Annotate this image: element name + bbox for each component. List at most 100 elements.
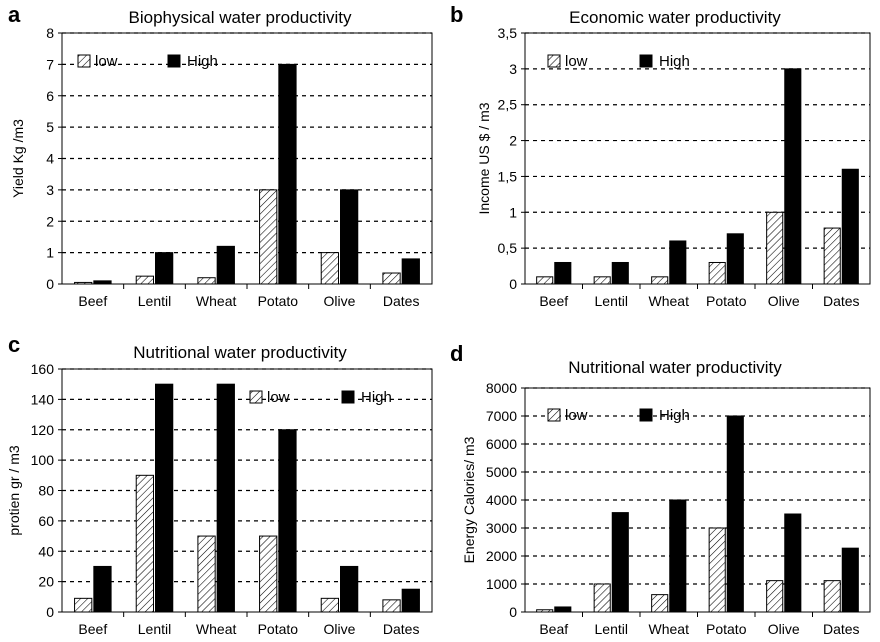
y-tick-label: 60	[38, 513, 54, 529]
bar-high-olive	[340, 189, 359, 285]
y-tick-label: 6000	[486, 436, 517, 452]
y-tick-label: 4	[46, 151, 54, 167]
bar-low-olive	[766, 211, 784, 285]
legend-swatch-low	[547, 54, 561, 68]
bar-high-dates	[401, 258, 420, 285]
y-tick-label: 2,5	[498, 97, 518, 113]
y-tick-label: 1,5	[498, 168, 518, 184]
bar-high-beef	[93, 565, 112, 613]
bar-high-wheat	[216, 383, 235, 613]
x-tick-label: Dates	[823, 621, 860, 637]
x-tick-label: Beef	[78, 621, 107, 637]
x-tick-label: Olive	[768, 621, 800, 637]
x-tick-label: Potato	[706, 621, 747, 637]
bar-high-olive	[340, 565, 359, 613]
y-tick-label: 3000	[486, 520, 517, 536]
bar-low-olive	[766, 580, 784, 613]
y-tick-label: 3	[46, 182, 54, 198]
x-tick-label: Potato	[258, 621, 299, 637]
y-axis-label: Yield Kg /m3	[10, 119, 26, 198]
y-tick-label: 20	[38, 574, 54, 590]
bar-low-dates	[823, 227, 841, 285]
bar-high-wheat	[669, 499, 687, 613]
y-tick-label: 0,5	[498, 240, 518, 256]
bar-high-potato	[278, 63, 297, 285]
legend: low High	[547, 407, 690, 424]
legend-label-low: low	[95, 53, 118, 70]
chart-title: Nutritional water productivity	[133, 343, 347, 362]
y-tick-label: 5	[46, 119, 54, 135]
y-tick-label: 1000	[486, 576, 517, 592]
x-tick-label: Beef	[539, 293, 568, 309]
bar-low-lentil	[135, 275, 155, 285]
y-tick-label: 1	[46, 245, 54, 261]
y-tick-label: 2000	[486, 548, 517, 564]
legend-label-high: High	[659, 407, 690, 424]
legend-label-low: low	[267, 389, 290, 406]
bar-low-beef	[74, 597, 93, 613]
y-tick-label: 3,5	[498, 25, 518, 41]
y-axis-label: protien gr / m3	[6, 445, 22, 535]
bar-low-wheat	[197, 277, 216, 285]
x-tick-label: Lentil	[138, 293, 171, 309]
bar-high-lentil	[611, 512, 629, 613]
y-axis-label: Energy Calories/ m3	[461, 436, 477, 563]
x-tick-label: Wheat	[649, 293, 690, 309]
bar-high-dates	[841, 547, 859, 613]
y-tick-label: 80	[38, 483, 54, 499]
y-tick-label: 160	[31, 361, 55, 377]
bar-high-wheat	[669, 240, 687, 285]
x-tick-label: Lentil	[138, 621, 171, 637]
y-tick-label: 8000	[486, 380, 517, 396]
x-tick-label: Wheat	[649, 621, 690, 637]
bar-high-wheat	[216, 245, 235, 285]
y-tick-label: 40	[38, 543, 54, 559]
legend-label-low: low	[565, 53, 588, 70]
plot-frame	[524, 32, 871, 285]
bar-high-olive	[784, 68, 802, 285]
bar-low-beef	[74, 281, 93, 285]
y-tick-label: 0	[46, 604, 54, 620]
bar-high-potato	[278, 429, 297, 613]
bar-low-beaf	[536, 609, 554, 613]
y-tick-label: 5000	[486, 464, 517, 480]
bar-low-olive	[320, 597, 340, 613]
y-tick-label: 0	[509, 604, 517, 620]
x-tick-label: Lentil	[595, 621, 628, 637]
panel-letter: d	[450, 341, 463, 366]
chart-panel-c: c Nutritional water productivity protien g…	[6, 332, 433, 637]
x-tick-label: Potato	[706, 293, 747, 309]
panel-letter: c	[8, 332, 20, 357]
bar-low-beef	[536, 276, 554, 285]
bar-low-potato	[259, 535, 278, 613]
y-tick-label: 6	[46, 88, 54, 104]
y-tick-label: 7000	[486, 408, 517, 424]
bar-high-dates	[841, 168, 859, 285]
y-tick-label: 3	[509, 61, 517, 77]
chart-panel-d: d Nutritional water productivity Energy Ca…	[450, 341, 871, 637]
bar-low-potato	[708, 527, 726, 613]
y-tick-label: 0	[46, 276, 54, 292]
x-tick-label: Olive	[324, 293, 356, 309]
y-tick-label: 7	[46, 56, 54, 72]
bar-low-dates	[382, 272, 401, 285]
x-tick-label: Dates	[383, 293, 420, 309]
bar-high-beef	[554, 261, 572, 285]
bar-low-olive	[320, 252, 340, 285]
legend-swatch-low	[547, 408, 561, 422]
y-tick-label: 100	[31, 452, 55, 468]
x-tick-label: Dates	[823, 293, 860, 309]
y-tick-label: 2	[509, 133, 517, 149]
bar-high-potato	[726, 415, 744, 613]
bar-low-potato	[259, 189, 278, 285]
y-tick-label: 8	[46, 25, 54, 41]
bar-high-beaf	[554, 606, 572, 613]
y-tick-label: 120	[31, 422, 55, 438]
legend: low High	[547, 53, 690, 70]
chart-title: Biophysical water productivity	[129, 8, 352, 27]
x-tick-label: Dates	[383, 621, 420, 637]
legend-swatch-high	[639, 408, 653, 422]
bar-low-lentil	[593, 276, 611, 285]
bar-low-wheat	[651, 594, 669, 613]
